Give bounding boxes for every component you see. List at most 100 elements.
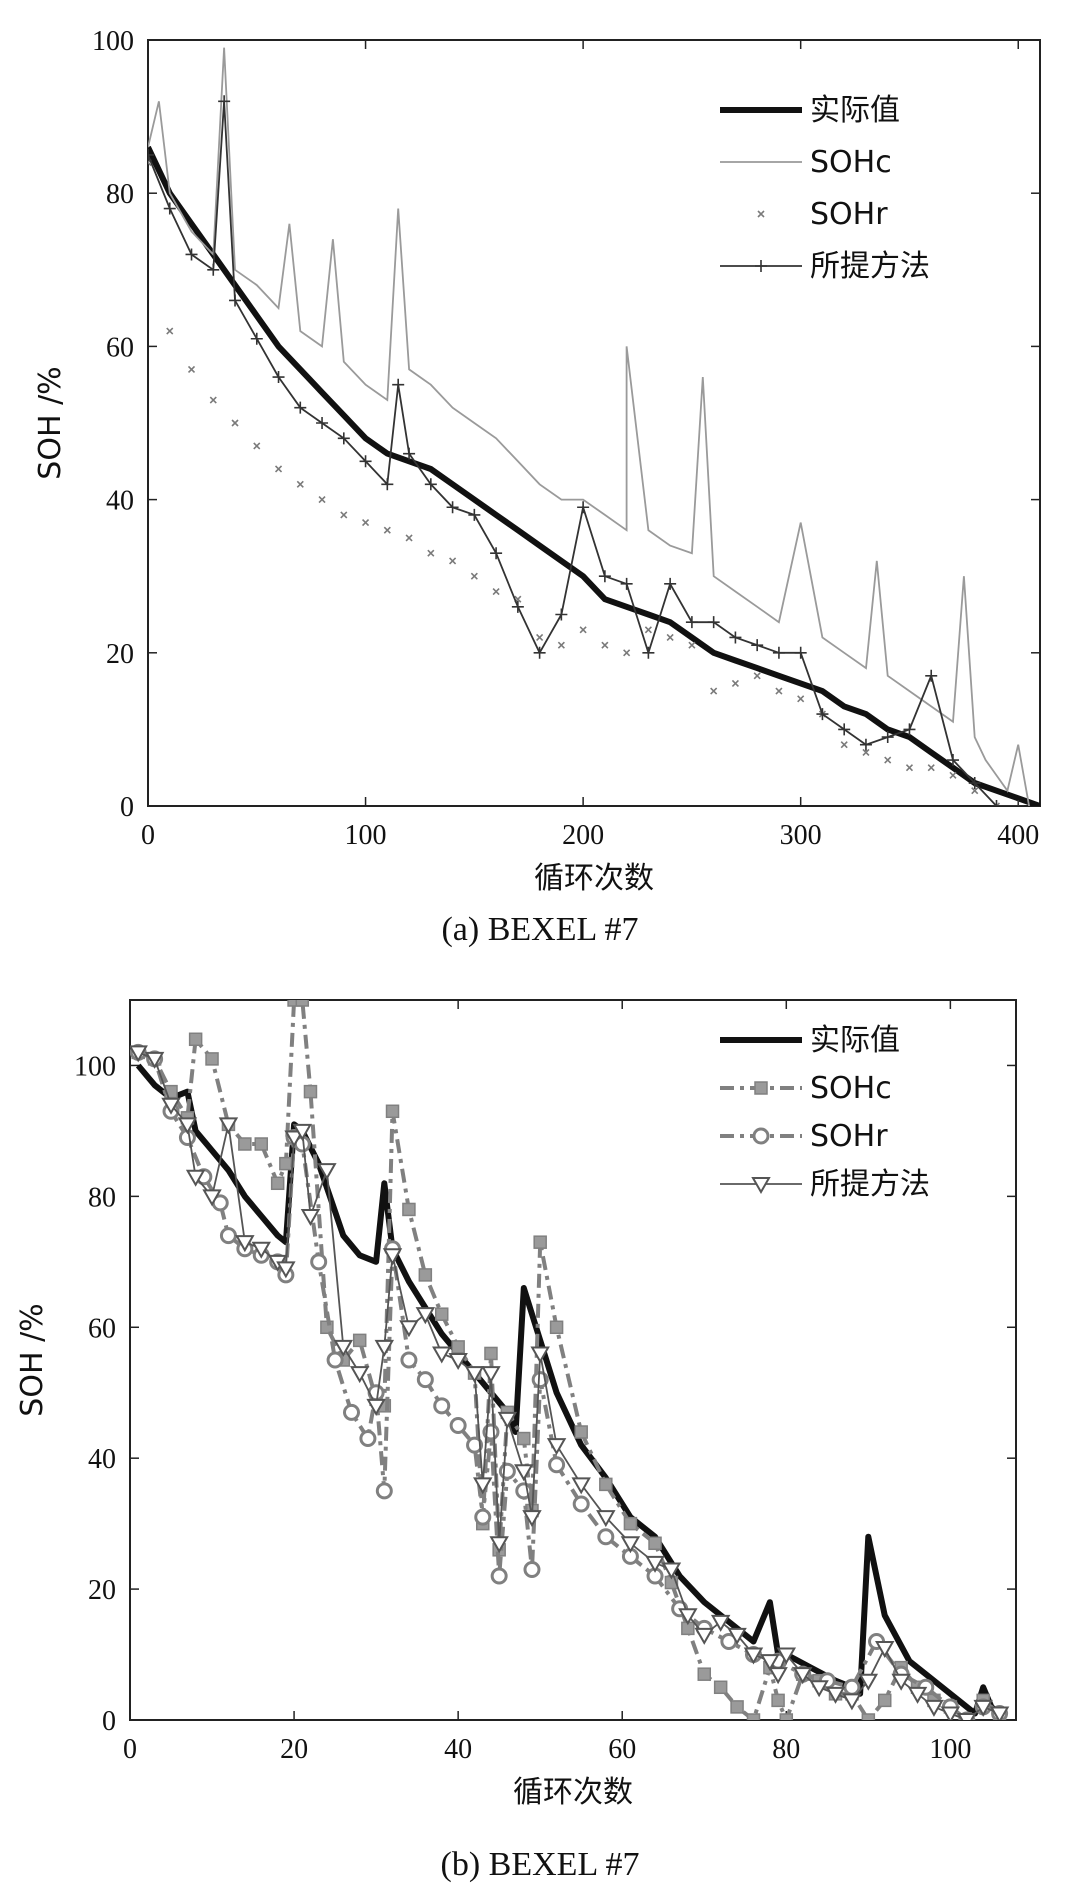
data-point bbox=[688, 641, 696, 649]
data-point bbox=[1012, 800, 1025, 806]
data-point bbox=[492, 587, 500, 596]
data-point bbox=[949, 771, 957, 779]
series-所提方法 bbox=[148, 95, 1025, 806]
data-point bbox=[957, 1713, 977, 1720]
data-point bbox=[415, 1307, 436, 1325]
data-point bbox=[598, 570, 611, 583]
data-point bbox=[392, 378, 405, 391]
series-所提方法 bbox=[130, 1045, 1010, 1720]
data-point bbox=[597, 1528, 615, 1546]
data-point bbox=[209, 396, 217, 404]
data-point bbox=[130, 1045, 148, 1063]
data-point bbox=[464, 1366, 485, 1384]
data-point bbox=[940, 1706, 961, 1720]
data-point bbox=[274, 465, 283, 473]
data-point bbox=[905, 764, 914, 772]
data-point bbox=[907, 1686, 928, 1704]
data-point bbox=[497, 1411, 518, 1429]
legend-label: SOHr bbox=[810, 197, 888, 232]
data-point bbox=[418, 1268, 433, 1282]
chart-panel-a: 0 100 200 300 400 0 20 40 60 80 100 循环次数 SOH /% (a) B… bbox=[33, 26, 1041, 948]
data-point bbox=[349, 1366, 370, 1384]
x-tick-label: 0 bbox=[123, 1734, 137, 1765]
data-point bbox=[862, 748, 870, 756]
chart-panel-b: 0 20 40 60 80 100 0 20 40 60 80 100 循环次数 SOH /% (b) BE… bbox=[15, 999, 1017, 1883]
series-line bbox=[135, 1063, 1002, 1717]
data-point bbox=[470, 572, 478, 580]
data-point bbox=[466, 1436, 484, 1454]
legend-label: SOHr bbox=[810, 1119, 888, 1154]
data-point bbox=[511, 600, 524, 613]
data-point bbox=[946, 754, 959, 767]
data-point bbox=[207, 263, 220, 276]
x-tick-label: 200 bbox=[562, 820, 604, 851]
data-point bbox=[402, 1202, 416, 1217]
data-point bbox=[825, 1686, 846, 1704]
data-point bbox=[235, 1235, 255, 1253]
legend-label: 实际值 bbox=[810, 1023, 900, 1058]
x-axis-label: 循环次数 bbox=[534, 861, 654, 896]
data-point bbox=[490, 1567, 508, 1585]
x-tick-label: 0 bbox=[141, 820, 155, 851]
data-point bbox=[533, 646, 546, 659]
data-point bbox=[202, 1189, 222, 1207]
x-tick-label: 100 bbox=[345, 820, 387, 851]
data-point bbox=[776, 1647, 797, 1665]
data-point bbox=[219, 1227, 237, 1245]
x-tick-label: 100 bbox=[929, 1734, 971, 1765]
data-point bbox=[549, 1320, 564, 1335]
data-point bbox=[251, 1241, 271, 1259]
data-point bbox=[710, 1614, 731, 1632]
x-tick-label: 300 bbox=[780, 820, 822, 851]
legend-label: 所提方法 bbox=[810, 249, 930, 284]
data-point bbox=[340, 511, 348, 519]
data-point bbox=[661, 1562, 682, 1580]
data-point bbox=[400, 1351, 418, 1369]
data-point bbox=[287, 1000, 301, 1007]
data-point bbox=[318, 496, 326, 504]
series-line bbox=[148, 145, 1040, 806]
data-point bbox=[272, 371, 285, 384]
x-tick-label: 20 bbox=[280, 1734, 308, 1765]
data-point bbox=[517, 1431, 531, 1446]
data-point bbox=[903, 723, 916, 736]
data-point bbox=[361, 519, 370, 527]
series-SOHc bbox=[148, 47, 1030, 806]
data-point bbox=[446, 501, 459, 514]
data-point bbox=[403, 447, 416, 460]
data-point bbox=[752, 1127, 770, 1145]
y-tick-label: 80 bbox=[106, 179, 134, 210]
data-point bbox=[644, 626, 652, 634]
data-point bbox=[484, 1346, 498, 1361]
data-point bbox=[530, 1346, 550, 1364]
data-point bbox=[434, 1307, 449, 1321]
series-line bbox=[148, 47, 1030, 806]
data-point bbox=[642, 646, 655, 659]
data-point bbox=[678, 1608, 698, 1626]
y-tick-label: 100 bbox=[92, 26, 134, 57]
data-point bbox=[468, 508, 481, 521]
data-point bbox=[490, 547, 503, 560]
data-point bbox=[730, 1700, 744, 1714]
data-point bbox=[861, 1713, 876, 1720]
data-point bbox=[292, 1123, 313, 1141]
data-point bbox=[924, 1699, 944, 1717]
data-point bbox=[317, 1163, 337, 1181]
data-point bbox=[768, 1667, 788, 1685]
data-point bbox=[279, 1156, 293, 1171]
data-point bbox=[757, 210, 765, 218]
data-point bbox=[884, 756, 892, 764]
data-point bbox=[238, 1137, 252, 1151]
data-point bbox=[188, 1032, 203, 1047]
data-point bbox=[859, 738, 872, 751]
data-point bbox=[990, 800, 1003, 806]
y-tick-label: 40 bbox=[106, 486, 134, 517]
data-point bbox=[755, 260, 767, 272]
data-point bbox=[359, 1430, 377, 1448]
x-tick-label: 80 bbox=[772, 1734, 800, 1765]
legend-label: SOHc bbox=[810, 1071, 892, 1106]
data-point bbox=[229, 294, 242, 307]
data-point bbox=[713, 1680, 728, 1695]
data-point bbox=[533, 1235, 547, 1249]
data-point bbox=[326, 1351, 344, 1369]
